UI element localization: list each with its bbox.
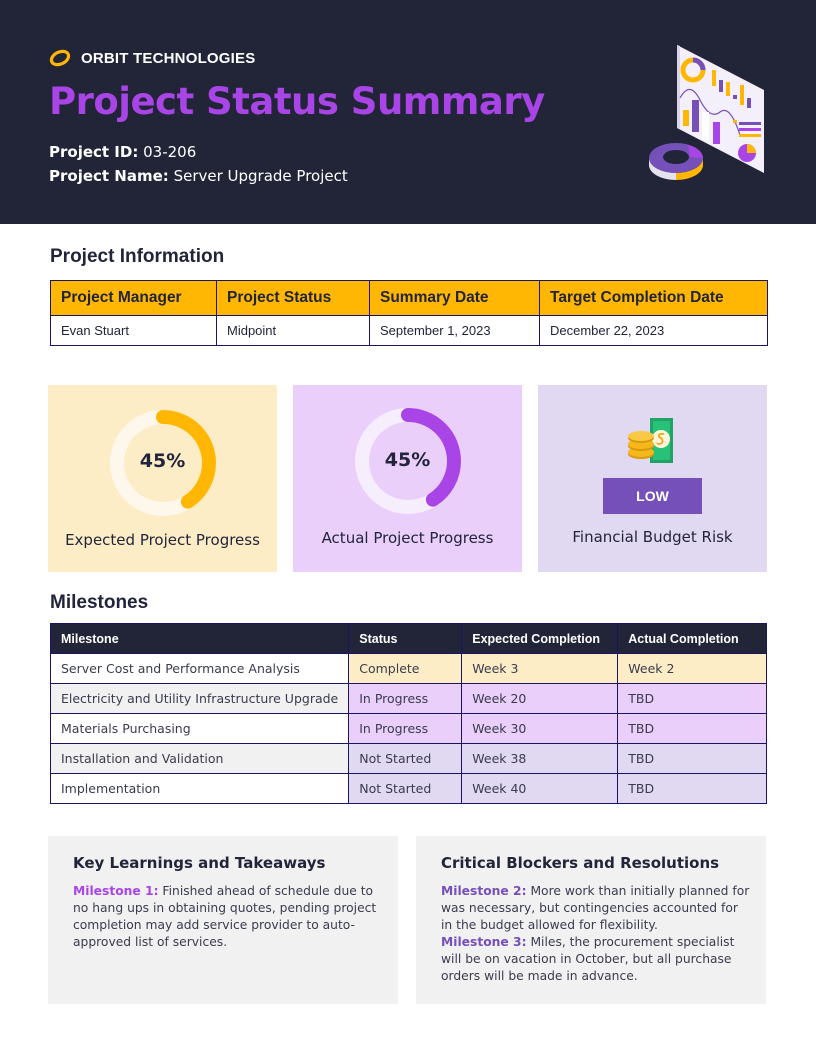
actual-progress-label: Actual Project Progress: [321, 529, 494, 547]
actual-completion: TBD: [617, 713, 767, 744]
table-row: Electricity and Utility Infrastructure U…: [49, 683, 767, 714]
column-header: Summary Date: [369, 280, 540, 316]
column-header: Expected Completion: [461, 623, 619, 654]
column-header: Project Manager: [50, 280, 217, 316]
expected-completion: Week 38: [461, 743, 619, 774]
critical-blockers-panel: Critical Blockers and Resolutions Milest…: [416, 836, 766, 1004]
project-status-cell: Midpoint: [216, 315, 370, 346]
milestone-label: Milestone 3:: [441, 935, 527, 949]
expected-progress-value: 45%: [139, 450, 186, 472]
project-information-table: Project Manager Project Status Summary D…: [50, 280, 768, 346]
column-header: Target Completion Date: [539, 280, 768, 316]
milestone-name: Implementation: [49, 773, 350, 804]
actual-completion: TBD: [617, 773, 767, 804]
milestone-status: Complete: [348, 653, 463, 684]
risk-level-badge: LOW: [603, 478, 702, 514]
actual-completion: Week 2: [617, 653, 767, 684]
actual-progress-value: 45%: [384, 449, 431, 471]
milestone-name: Electricity and Utility Infrastructure U…: [49, 683, 350, 714]
expected-progress-card: 45% Expected Project Progress: [48, 385, 277, 572]
column-header: Milestone: [49, 623, 350, 654]
money-coins-icon: [628, 418, 673, 463]
learning-text: Finished ahead of schedule due to no han…: [73, 884, 377, 949]
milestone-status: In Progress: [348, 713, 463, 744]
project-id-value: 03-206: [143, 143, 197, 161]
brand-name: ORBIT TECHNOLOGIES: [81, 49, 256, 67]
summary-date-cell: September 1, 2023: [369, 315, 540, 346]
column-header: Project Status: [216, 280, 370, 316]
actual-completion: TBD: [617, 743, 767, 774]
milestone-label: Milestone 2:: [441, 884, 527, 898]
milestone-status: Not Started: [348, 773, 463, 804]
project-id: Project ID: 03-206: [49, 143, 196, 161]
expected-completion: Week 30: [461, 713, 619, 744]
project-manager-cell: Evan Stuart: [50, 315, 217, 346]
critical-blockers-body: Milestone 2: More work than initially pl…: [441, 883, 751, 985]
brand: ORBIT TECHNOLOGIES: [49, 49, 255, 67]
key-learnings-heading: Key Learnings and Takeaways: [73, 854, 326, 872]
table-row: Installation and Validation Not Started …: [49, 743, 767, 774]
milestone-status: In Progress: [348, 683, 463, 714]
table-row: Materials Purchasing In Progress Week 30…: [49, 713, 767, 744]
blocker-item: Milestone 3: Miles, the procurement spec…: [441, 934, 751, 985]
blocker-item: Milestone 2: More work than initially pl…: [441, 883, 751, 934]
expected-progress-label: Expected Project Progress: [65, 531, 260, 549]
target-completion-cell: December 22, 2023: [539, 315, 768, 346]
budget-risk-label: Financial Budget Risk: [572, 528, 733, 546]
expected-progress-donut: [109, 410, 216, 516]
actual-progress-donut: [354, 408, 461, 514]
critical-blockers-heading: Critical Blockers and Resolutions: [441, 854, 720, 872]
milestone-name: Materials Purchasing: [49, 713, 350, 744]
budget-risk-card: LOW Financial Budget Risk: [538, 385, 767, 572]
table-row: Implementation Not Started Week 40 TBD: [49, 773, 767, 804]
blocker-text: More work than initially planned for was…: [441, 884, 750, 932]
project-name: Project Name: Server Upgrade Project: [49, 167, 348, 185]
header-banner: ORBIT TECHNOLOGIES Project Status Summar…: [0, 0, 816, 224]
milestone-label: Milestone 1:: [73, 884, 159, 898]
column-header: Actual Completion: [617, 623, 767, 654]
orbit-ring-icon: [49, 49, 71, 67]
key-learnings-panel: Key Learnings and Takeaways Milestone 1:…: [48, 836, 398, 1004]
project-name-value: Server Upgrade Project: [173, 167, 348, 185]
expected-completion: Week 3: [461, 653, 619, 684]
key-learnings-body: Milestone 1: Finished ahead of schedule …: [73, 883, 383, 951]
milestones-table: Milestone Status Expected Completion Act…: [49, 623, 767, 804]
page-title: Project Status Summary: [49, 80, 545, 123]
expected-completion: Week 40: [461, 773, 619, 804]
column-header: Status: [348, 623, 463, 654]
milestone-name: Installation and Validation: [49, 743, 350, 774]
milestone-status: Not Started: [348, 743, 463, 774]
actual-completion: TBD: [617, 683, 767, 714]
project-information-heading: Project Information: [50, 246, 225, 267]
table-header-row: Milestone Status Expected Completion Act…: [49, 623, 767, 654]
project-id-label: Project ID:: [49, 143, 139, 161]
blocker-text: Miles, the procurement specialist will b…: [441, 935, 735, 983]
table-row: Evan Stuart Midpoint September 1, 2023 D…: [50, 315, 768, 346]
table-header-row: Project Manager Project Status Summary D…: [50, 280, 768, 316]
expected-completion: Week 20: [461, 683, 619, 714]
dashboard-analytics-illustration: [649, 45, 764, 180]
actual-progress-card: 45% Actual Project Progress: [293, 385, 522, 572]
project-name-label: Project Name:: [49, 167, 169, 185]
milestone-name: Server Cost and Performance Analysis: [49, 653, 350, 684]
milestones-heading: Milestones: [50, 592, 149, 613]
table-row: Server Cost and Performance Analysis Com…: [49, 653, 767, 684]
